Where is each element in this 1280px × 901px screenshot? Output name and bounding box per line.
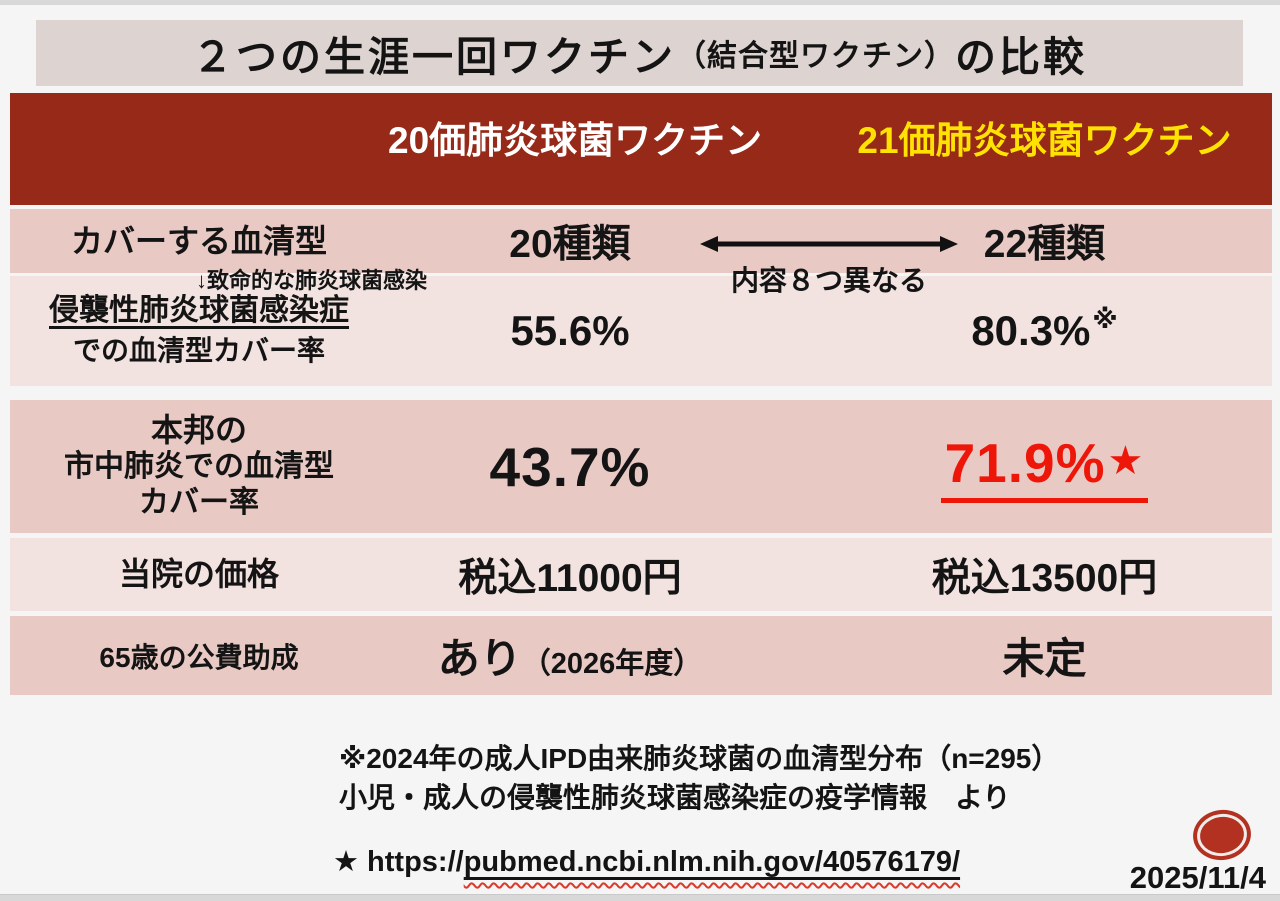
ipd-annotation: ↓致命的な肺炎球菌感染 — [196, 268, 428, 293]
subsidy-row: 65歳の公費助成 あり（2026年度） 未定 — [10, 616, 1272, 695]
cap-label-line3: カバー率 — [139, 485, 259, 519]
cap-label: 本邦の 市中肺炎での血清型 カバー率 — [10, 412, 388, 521]
footnotes: ※2024年の成人IPD由来肺炎球菌の血清型分布（n=295） 小児・成人の侵襲… — [339, 739, 1059, 817]
footnote-1: ※2024年の成人IPD由来肺炎球菌の血清型分布（n=295） — [339, 743, 1060, 774]
price-row: 当院の価格 税込11000円 税込13500円 — [10, 538, 1272, 611]
ipd-label-line2: での血清型カバー率 — [72, 335, 325, 366]
subsidy-value-21: 未定 — [1002, 635, 1087, 682]
cap-value-20: 43.7% — [489, 435, 651, 498]
ipd-value-21: 80.3%※ — [971, 304, 1118, 354]
serotype-label: カバーする血清型 — [70, 222, 327, 259]
slide-title-paren: （結合型ワクチン） — [676, 40, 955, 73]
cap-label-line2: 市中肺炎での血清型 — [64, 449, 334, 483]
serotype-value-21: 22種類 — [983, 223, 1106, 266]
arrow-note: 内容８つ異なる — [730, 265, 927, 296]
serotype-value-20: 20種類 — [509, 223, 631, 266]
footnote-2: 小児・成人の侵襲性肺炎球菌感染症の疫学情報 より — [339, 782, 1011, 813]
slide-title-main: ２つの生涯一回ワクチン — [192, 34, 676, 80]
stamp-ring — [1194, 810, 1250, 860]
vaccine-20-header: 20価肺炎球菌ワクチン — [388, 120, 763, 161]
vaccine-21-header: 21価肺炎球菌ワクチン — [857, 120, 1232, 161]
subsidy-value-20-note: （2026年度） — [521, 648, 703, 680]
slide-date: 2025/11/4 — [1129, 860, 1266, 895]
ipd-label-line1: 侵襲性肺炎球菌感染症 — [49, 294, 349, 327]
reference-mark: ※ — [1092, 304, 1118, 334]
slide-title-tail: の比較 — [955, 34, 1087, 80]
reference-link[interactable]: pubmed.ncbi.nlm.nih.gov/40576179/ — [463, 846, 961, 878]
subsidy-value-20: あり（2026年度） — [437, 635, 703, 682]
stamp-icon — [1189, 806, 1255, 864]
top-edge-strip — [0, 0, 1280, 5]
double-arrow-icon — [700, 236, 958, 252]
cap-label-line1: 本邦の — [150, 412, 247, 449]
reference-prefix: ★ https:// — [333, 846, 464, 878]
table-header-row: 20価肺炎球菌ワクチン 21価肺炎球菌ワクチン — [10, 93, 1272, 205]
comparison-table: 20価肺炎球菌ワクチン 21価肺炎球菌ワクチン カバーする血清型 20種類 内容… — [10, 93, 1272, 695]
serotype-difference: 内容８つ異なる — [698, 235, 960, 299]
title-bar: ２つの生涯一回ワクチン （結合型ワクチン） の比較 — [36, 20, 1243, 86]
price-label: 当院の価格 — [118, 556, 279, 593]
ipd-value-20: 55.6% — [510, 307, 630, 354]
ipd-coverage-row: ↓致命的な肺炎球菌感染 侵襲性肺炎球菌感染症 での血清型カバー率 55.6% 8… — [10, 268, 1272, 386]
price-value-20: 税込11000円 — [458, 556, 682, 600]
cap-value-21: 71.9%★ — [817, 431, 1272, 503]
star-mark: ★ — [1107, 438, 1145, 483]
serotype-row: カバーする血清型 20種類 内容８つ異なる 22種類 — [10, 209, 1272, 296]
bottom-edge-strip — [0, 894, 1280, 901]
ipd-label: 侵襲性肺炎球菌感染症 での血清型カバー率 — [10, 293, 388, 369]
cap-coverage-row: 本邦の 市中肺炎での血清型 カバー率 43.7% 71.9%★ — [10, 400, 1272, 533]
price-value-21: 税込13500円 — [931, 556, 1158, 600]
subsidy-label: 65歳の公費助成 — [99, 641, 299, 673]
reference-line: ★ https://pubmed.ncbi.nlm.nih.gov/405761… — [333, 844, 960, 879]
